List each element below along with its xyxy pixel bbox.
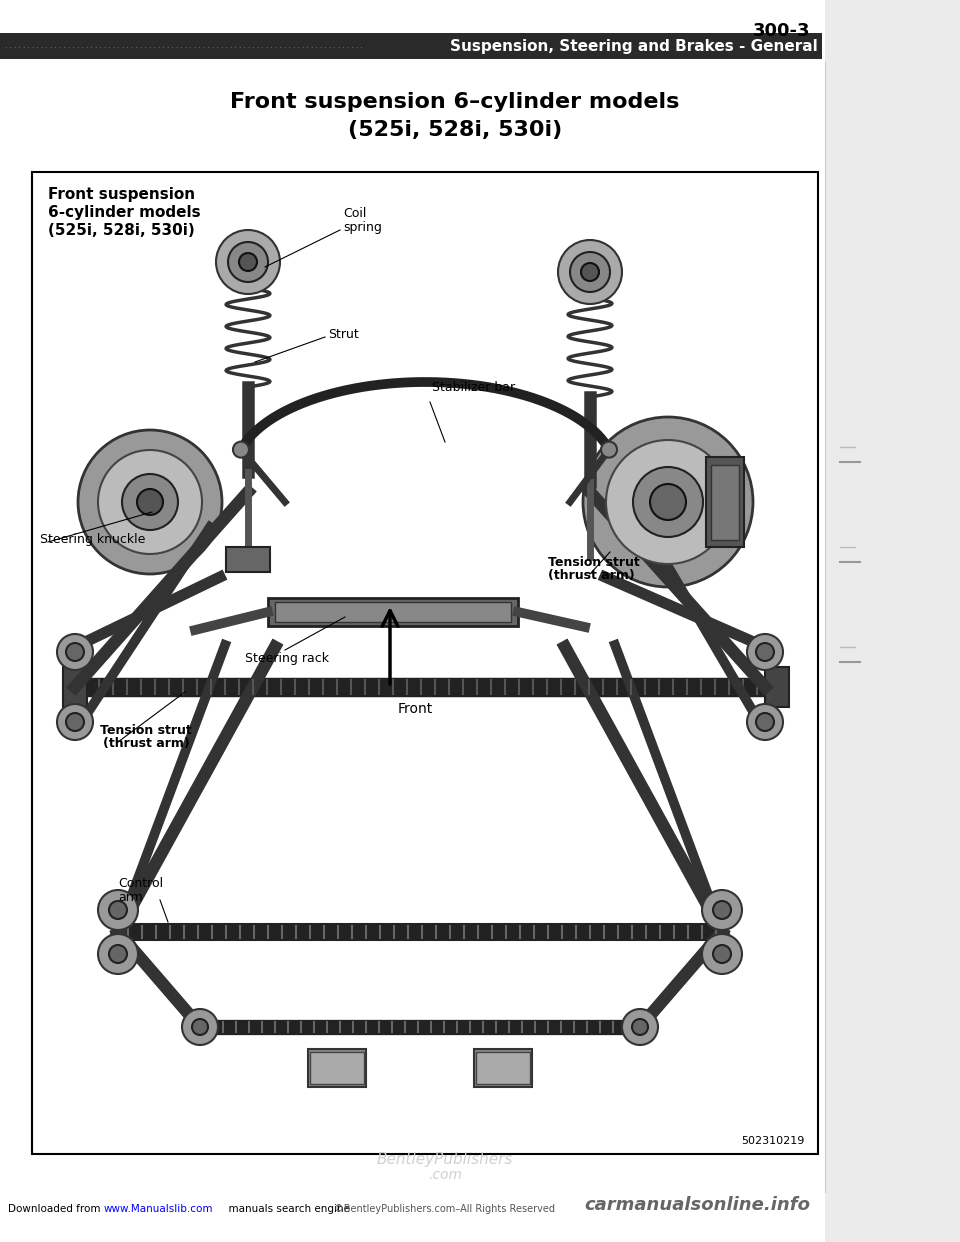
Bar	[308, 1049, 366, 1087]
Bar	[275, 602, 511, 622]
Circle shape	[632, 1018, 648, 1035]
Bar	[711, 465, 739, 540]
Text: 502310219: 502310219	[742, 1136, 805, 1146]
Text: . . . . . . . . . . . . . . . . . . . . . . . . . . . . . . . . . . . . . . . . : . . . . . . . . . . . . . . . . . . . . …	[5, 43, 365, 48]
Text: Tension strut: Tension strut	[100, 724, 192, 737]
Text: BentleyPublishers: BentleyPublishers	[377, 1153, 514, 1167]
Circle shape	[570, 252, 610, 292]
Circle shape	[109, 900, 127, 919]
Circle shape	[702, 934, 742, 974]
Circle shape	[192, 1018, 208, 1035]
Text: Strut: Strut	[328, 328, 359, 340]
Text: Tension strut: Tension strut	[548, 556, 639, 569]
Circle shape	[606, 440, 730, 564]
Circle shape	[713, 945, 731, 963]
Circle shape	[601, 442, 617, 457]
Circle shape	[57, 704, 93, 740]
Circle shape	[756, 713, 774, 732]
Text: Coil: Coil	[343, 207, 367, 220]
Circle shape	[66, 643, 84, 661]
Text: 6-cylinder models: 6-cylinder models	[48, 205, 201, 220]
Text: spring: spring	[343, 221, 382, 233]
Bar	[310, 1052, 364, 1084]
Circle shape	[583, 417, 753, 587]
Circle shape	[581, 263, 599, 281]
Bar	[765, 667, 789, 707]
Bar	[706, 457, 744, 546]
Circle shape	[228, 242, 268, 282]
Text: carmanualsonline.info: carmanualsonline.info	[584, 1196, 810, 1213]
Circle shape	[650, 484, 686, 520]
Circle shape	[66, 713, 84, 732]
Bar	[32, 171, 818, 1154]
Text: Stabilizer bar: Stabilizer bar	[432, 381, 516, 394]
Circle shape	[702, 891, 742, 930]
Circle shape	[622, 1009, 658, 1045]
Text: (525i, 528i, 530i): (525i, 528i, 530i)	[348, 120, 563, 140]
Bar	[0, 34, 822, 60]
Bar	[474, 1049, 532, 1087]
Text: Front suspension 6–cylinder models: Front suspension 6–cylinder models	[230, 92, 680, 112]
Circle shape	[182, 1009, 218, 1045]
Text: 300-3: 300-3	[753, 22, 810, 40]
Text: Front suspension: Front suspension	[48, 188, 195, 202]
Text: Downloaded from: Downloaded from	[8, 1203, 104, 1213]
Circle shape	[78, 430, 222, 574]
Circle shape	[57, 633, 93, 669]
Text: Steering rack: Steering rack	[245, 652, 329, 664]
Circle shape	[137, 489, 163, 515]
Circle shape	[713, 900, 731, 919]
Text: Front: Front	[398, 702, 433, 715]
Text: Suspension, Steering and Brakes - General: Suspension, Steering and Brakes - Genera…	[450, 39, 818, 53]
Circle shape	[233, 442, 249, 457]
Text: Control: Control	[118, 877, 163, 891]
Circle shape	[98, 891, 138, 930]
Text: (thrust arm): (thrust arm)	[103, 737, 190, 750]
Circle shape	[747, 633, 783, 669]
Circle shape	[239, 253, 257, 271]
Circle shape	[558, 240, 622, 304]
Text: arm: arm	[118, 891, 143, 904]
Text: Steering knuckle: Steering knuckle	[40, 534, 145, 546]
Bar	[226, 546, 270, 573]
Text: ©BentleyPublishers.com–All Rights Reserved: ©BentleyPublishers.com–All Rights Reserv…	[334, 1203, 556, 1213]
Text: (thrust arm): (thrust arm)	[548, 569, 635, 582]
Circle shape	[756, 643, 774, 661]
Text: manuals search engine: manuals search engine	[222, 1203, 350, 1213]
Circle shape	[98, 450, 202, 554]
Circle shape	[216, 230, 280, 294]
Bar	[825, 0, 960, 1242]
Text: www.Manualslib.com: www.Manualslib.com	[104, 1203, 213, 1213]
Circle shape	[633, 467, 703, 537]
Bar	[476, 1052, 530, 1084]
Circle shape	[109, 945, 127, 963]
Bar	[268, 597, 518, 626]
Circle shape	[98, 934, 138, 974]
Circle shape	[122, 474, 178, 530]
Circle shape	[747, 704, 783, 740]
Bar	[63, 667, 87, 707]
Text: (525i, 528i, 530i): (525i, 528i, 530i)	[48, 224, 195, 238]
Text: .com: .com	[428, 1167, 462, 1182]
